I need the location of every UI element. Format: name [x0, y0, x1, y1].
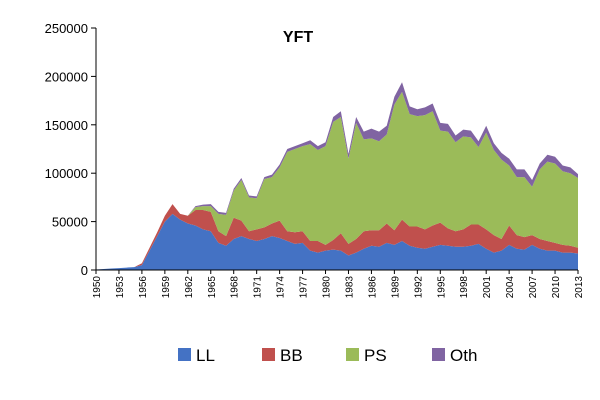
x-tick-label: 1974 [276, 276, 287, 299]
x-axis-ticks: 1950 1953 1956 1959 1962 1965 1968 1971 1974 1977… [92, 270, 585, 298]
legend-swatch-bb [262, 348, 275, 361]
legend-swatch-ll [178, 348, 191, 361]
x-tick-label: 1971 [253, 276, 264, 299]
x-tick-label: 1950 [92, 276, 103, 299]
area-series-group [96, 82, 578, 270]
x-tick-label: 1962 [184, 276, 195, 299]
x-tick-label: 2007 [528, 276, 539, 299]
legend-label-bb: BB [280, 346, 303, 365]
legend-swatch-ps [346, 348, 359, 361]
y-tick-label: 0 [81, 263, 88, 278]
legend-label-ps: PS [364, 346, 387, 365]
y-tick-label: 250000 [45, 21, 88, 36]
y-tick-label: 200000 [45, 69, 88, 84]
area-ll [96, 213, 578, 270]
x-tick-label: 2004 [505, 276, 516, 299]
x-tick-label: 1980 [322, 276, 333, 299]
y-tick-label: 50000 [52, 215, 88, 230]
legend-label-ll: LL [196, 346, 215, 365]
chart-title: YFT [283, 29, 313, 46]
y-tick-label: 100000 [45, 166, 88, 181]
chart-legend: LL BB PS Oth [178, 346, 477, 365]
y-axis-ticks: 0 50000 100000 150000 200000 250000 [45, 21, 96, 278]
x-tick-label: 1992 [413, 276, 424, 299]
y-tick-label: 150000 [45, 118, 88, 133]
x-tick-label: 1977 [299, 276, 310, 299]
x-tick-label: 1968 [230, 276, 241, 299]
legend-label-oth: Oth [450, 346, 477, 365]
x-tick-label: 2013 [574, 276, 585, 299]
area-ps [96, 91, 578, 270]
x-tick-label: 1953 [115, 276, 126, 299]
x-tick-label: 1998 [459, 276, 470, 299]
legend-swatch-oth [432, 348, 445, 361]
x-tick-label: 1956 [138, 276, 149, 299]
area-bb [96, 204, 578, 270]
x-tick-label: 1995 [436, 276, 447, 299]
x-tick-label: 2001 [482, 276, 493, 299]
x-tick-label: 1965 [207, 276, 218, 299]
x-tick-label: 2010 [551, 276, 562, 299]
x-tick-label: 1989 [390, 276, 401, 299]
x-tick-label: 1983 [344, 276, 355, 299]
x-tick-label: 1959 [161, 276, 172, 299]
x-tick-label: 1986 [367, 276, 378, 299]
